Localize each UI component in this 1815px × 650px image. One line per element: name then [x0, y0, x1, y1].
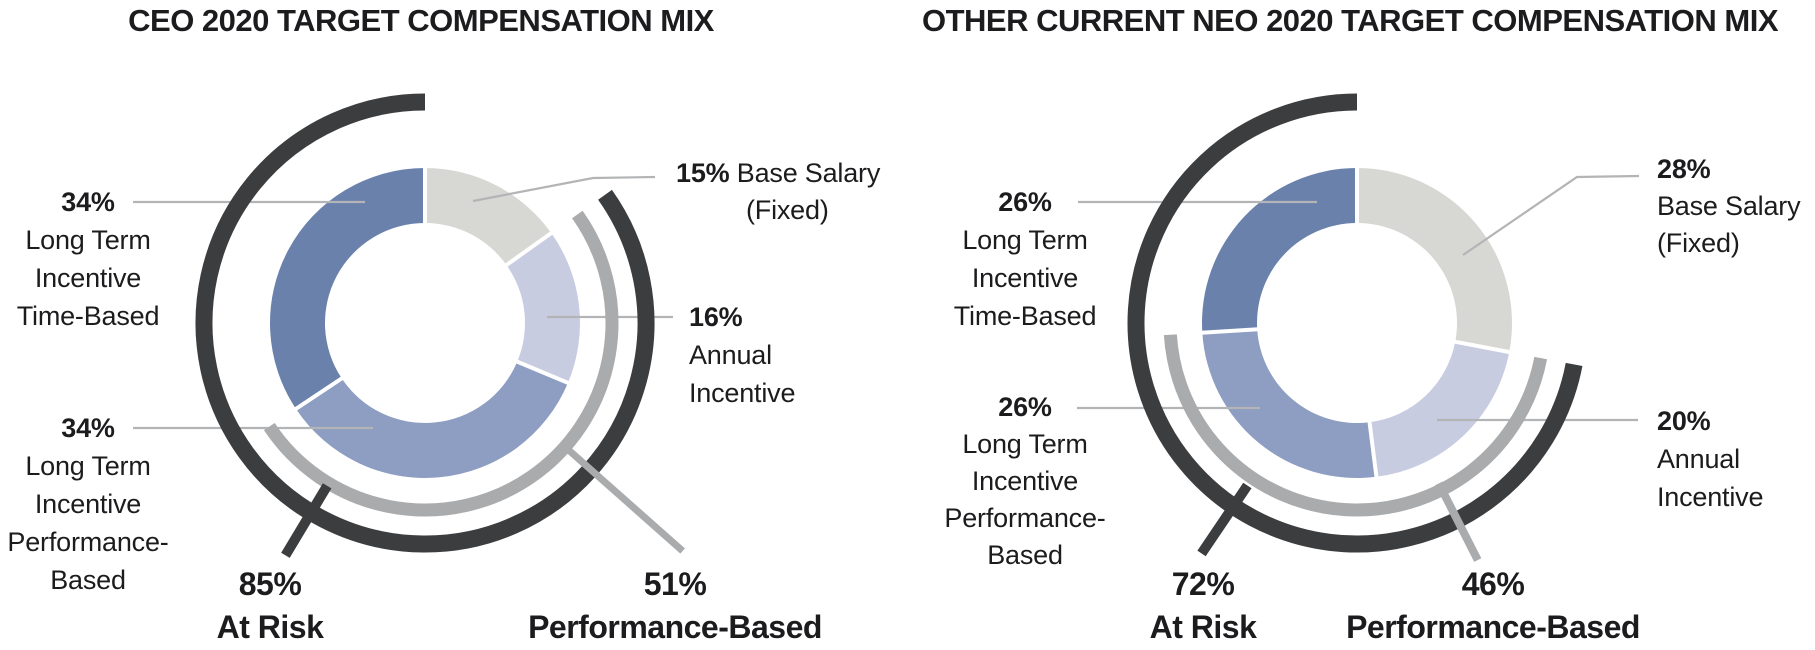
neo-base-salary-pct: 28%: [1657, 154, 1711, 184]
neo-label-leader-line: [1462, 174, 1640, 256]
ceo-at-risk-label: 85% At Risk: [217, 563, 324, 649]
neo-base-salary-line1: Base Salary: [1657, 191, 1801, 221]
neo-at-risk-label: 72% At Risk: [1150, 563, 1257, 649]
neo-base-salary-label: 28% Base Salary (Fixed): [1657, 151, 1801, 262]
ceo-performance-based-arc: [263, 210, 619, 517]
neo-annual-incentive-line2: Incentive: [1657, 482, 1764, 512]
ceo-chart-title: CEO 2020 TARGET COMPENSATION MIX: [128, 3, 714, 38]
neo-lti-performance-line1: Long Term: [962, 429, 1088, 459]
neo-segment-annual-incentive: [1369, 341, 1510, 477]
neo-segment-lti-performance-based: [1202, 329, 1377, 479]
ceo-performance-based-pct: 51%: [643, 566, 707, 602]
neo-segment-separator: [1199, 327, 1261, 335]
neo-performance-based-pct: 46%: [1461, 566, 1525, 602]
neo-performance-based-arc: [1163, 334, 1548, 517]
ceo-segment-lti-performance-based: [295, 361, 568, 478]
neo-segment-separator: [1367, 418, 1379, 481]
ceo-segment-annual-incentive: [506, 233, 580, 383]
neo-annual-incentive-label: 20% Annual Incentive: [1657, 402, 1763, 516]
neo-annual-incentive-pct: 20%: [1657, 406, 1711, 436]
neo-lti-performance-line3: Performance-: [944, 503, 1106, 533]
ceo-base-salary-label: 15% Base Salary (Fixed): [676, 155, 880, 229]
ceo-lti-performance-line3: Performance-: [7, 527, 169, 557]
ceo-lti-performance-line2: Incentive: [34, 489, 142, 519]
neo-chart-title: OTHER CURRENT NEO 2020 TARGET COMPENSATI…: [922, 3, 1779, 38]
neo-lti-performance-line4: Based: [987, 540, 1063, 570]
neo-performance-based-text: Performance-Based: [1346, 609, 1640, 645]
neo-at-risk-arc: [1127, 93, 1583, 553]
ceo-base-salary-line2: (Fixed): [746, 195, 829, 225]
neo-performance-based-label: 46% Performance-Based: [1346, 563, 1640, 649]
ceo-annual-incentive-line1: Annual: [689, 340, 772, 370]
ceo-at-risk-arc: [195, 93, 655, 553]
neo-at-risk-tick: [1197, 482, 1252, 557]
ceo-segment-separator: [513, 358, 572, 386]
ceo-base-salary-pct: 15%: [676, 158, 730, 188]
neo-annual-incentive-line1: Annual: [1657, 444, 1740, 474]
ceo-segment-base-salary: [425, 168, 552, 265]
ceo-performance-based-text: Performance-Based: [528, 609, 822, 645]
neo-segment-separator: [1451, 339, 1513, 355]
ceo-label-leader-line: [472, 175, 656, 203]
neo-lti-performance-pct: 26%: [998, 392, 1052, 422]
neo-lti-time-label: 26% Long Term Incentive Time-Based: [954, 183, 1097, 335]
neo-at-risk-pct: 72%: [1171, 566, 1235, 602]
ceo-at-risk-text: At Risk: [216, 609, 324, 645]
ceo-lti-time-line1: Long Term: [25, 225, 151, 255]
ceo-segment-separator: [502, 229, 555, 269]
ceo-lti-time-line2: Incentive: [34, 263, 142, 293]
neo-base-salary-line2: (Fixed): [1657, 228, 1740, 258]
ceo-at-risk-pct: 85%: [238, 566, 302, 602]
ceo-annual-incentive-label: 16% Annual Incentive: [689, 298, 795, 412]
ceo-base-salary-line1: Base Salary: [736, 158, 881, 188]
neo-lti-performance-label: 26% Long Term Incentive Performance- Bas…: [944, 389, 1105, 574]
neo-lti-time-line1: Long Term: [962, 225, 1088, 255]
ceo-at-risk-tick: [281, 483, 332, 558]
neo-lti-time-line2: Incentive: [971, 263, 1079, 293]
ceo-annual-incentive-pct: 16%: [689, 302, 743, 332]
ceo-segment-separator: [292, 375, 346, 413]
ceo-segment-lti-time-based: [269, 167, 425, 409]
ceo-lti-performance-label: 34% Long Term Incentive Performance- Bas…: [7, 409, 168, 599]
ceo-annual-incentive-line2: Incentive: [689, 378, 796, 408]
ceo-performance-based-tick: [562, 444, 685, 554]
ceo-lti-performance-line1: Long Term: [25, 451, 151, 481]
ceo-lti-performance-line4: Based: [50, 565, 126, 595]
ceo-lti-time-line3: Time-Based: [16, 301, 160, 331]
ceo-lti-time-label: 34% Long Term Incentive Time-Based: [17, 183, 160, 335]
ceo-lti-time-pct: 34%: [61, 187, 115, 217]
neo-segment-lti-time-based: [1202, 168, 1357, 333]
ceo-lti-performance-pct: 34%: [61, 413, 115, 443]
neo-lti-time-pct: 26%: [998, 187, 1052, 217]
neo-lti-time-line3: Time-Based: [953, 301, 1097, 331]
neo-at-risk-text: At Risk: [1149, 609, 1257, 645]
neo-segment-base-salary: [1357, 168, 1512, 353]
neo-lti-performance-line2: Incentive: [971, 466, 1079, 496]
neo-performance-based-tick: [1435, 481, 1482, 562]
ceo-performance-based-label: 51% Performance-Based: [528, 563, 822, 649]
